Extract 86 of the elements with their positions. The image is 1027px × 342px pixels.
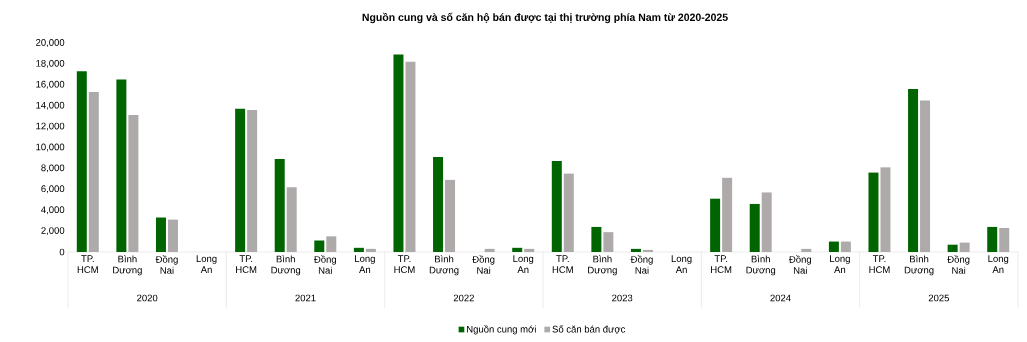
bar bbox=[76, 71, 87, 252]
bar bbox=[524, 248, 535, 252]
x-tick-label: Bình Dương bbox=[746, 255, 776, 276]
bar bbox=[167, 219, 178, 252]
bar bbox=[868, 172, 879, 252]
bar bbox=[433, 156, 444, 252]
x-tick-label: Bình Dương bbox=[429, 255, 459, 276]
text: 2021 bbox=[295, 294, 316, 302]
bar bbox=[155, 217, 166, 252]
x-tick-label: Đồng Nai bbox=[630, 255, 653, 274]
x-tick-label: Đồng Nai bbox=[155, 255, 178, 274]
text: 2024 bbox=[770, 294, 791, 302]
bar bbox=[512, 247, 523, 252]
bar bbox=[393, 54, 404, 252]
bar bbox=[828, 241, 839, 252]
bar bbox=[551, 161, 562, 252]
bar bbox=[880, 167, 891, 252]
x-tick-label: Bình Dương bbox=[113, 255, 142, 276]
x-tick-label: Long An bbox=[671, 255, 692, 273]
x-tick-label: Bình Dương bbox=[271, 255, 301, 276]
x-tick-label: Long An bbox=[830, 255, 850, 273]
y-tick-label: 16,000 bbox=[36, 80, 65, 89]
x-tick-label: TP. HCM bbox=[236, 255, 257, 273]
y-tick-label: 0 bbox=[59, 248, 65, 256]
bar bbox=[286, 187, 297, 252]
bar bbox=[563, 173, 574, 252]
y-tick-label: 14,000 bbox=[36, 101, 65, 110]
y-tick-label: 4,000 bbox=[41, 206, 65, 215]
bar bbox=[128, 115, 139, 252]
bar bbox=[987, 226, 998, 252]
x-tick-label: TP. HCM bbox=[77, 255, 98, 273]
bar bbox=[314, 240, 325, 252]
text: 2022 bbox=[453, 294, 474, 302]
y-tick-label: 12,000 bbox=[36, 122, 65, 131]
y-tick-label: 10,000 bbox=[36, 143, 65, 152]
x-tick-label: TP. HCM bbox=[394, 255, 415, 273]
bar bbox=[235, 108, 246, 252]
x-tick-label: Bình Dương bbox=[588, 255, 617, 276]
bar bbox=[920, 100, 931, 252]
bar bbox=[88, 92, 99, 252]
bar bbox=[247, 109, 258, 252]
bar bbox=[999, 227, 1010, 252]
y-tick-label: 6,000 bbox=[41, 185, 65, 194]
x-tick-label: Đồng Nai bbox=[472, 255, 495, 274]
x-tick-label: Long An bbox=[196, 255, 217, 273]
text: 2023 bbox=[612, 294, 633, 302]
x-tick-label: Đồng Nai bbox=[789, 255, 812, 274]
x-tick-label: TP. HCM bbox=[552, 255, 573, 273]
x-tick-label: Long An bbox=[988, 255, 1009, 273]
x-tick-label: Long An bbox=[513, 255, 534, 273]
y-tick-label: 18,000 bbox=[36, 59, 65, 68]
bar bbox=[326, 236, 337, 252]
bar bbox=[947, 244, 958, 252]
bar bbox=[642, 249, 653, 252]
bar bbox=[840, 241, 851, 252]
bar bbox=[591, 226, 602, 252]
bar bbox=[445, 179, 456, 252]
y-tick-label: 2,000 bbox=[41, 227, 65, 236]
text: 2020 bbox=[137, 294, 158, 302]
text: 2025 bbox=[928, 294, 950, 302]
bar bbox=[116, 79, 127, 252]
bar bbox=[722, 177, 733, 252]
bar bbox=[710, 198, 721, 252]
x-tick-label: TP. HCM bbox=[869, 255, 890, 273]
chart-title: Nguồn cung và số căn hộ bán được tại thị trường phía Nam từ 2020-2025 bbox=[362, 12, 728, 24]
bar bbox=[274, 159, 285, 252]
bar bbox=[603, 232, 614, 252]
x-tick-label: Đồng Nai bbox=[314, 255, 337, 274]
y-tick-label: 8,000 bbox=[41, 164, 65, 173]
bar bbox=[801, 248, 812, 252]
bar bbox=[405, 61, 416, 252]
y-tick-label: 20,000 bbox=[36, 39, 65, 47]
x-tick-label: Bình Dương bbox=[904, 255, 934, 276]
x-tick-label: Long An bbox=[355, 255, 375, 273]
bar bbox=[365, 248, 376, 252]
bar bbox=[630, 248, 641, 252]
bar bbox=[908, 88, 919, 252]
bar bbox=[959, 242, 970, 252]
bar bbox=[484, 248, 495, 252]
bar bbox=[353, 247, 364, 252]
x-tick-label: TP. HCM bbox=[711, 255, 732, 273]
x-tick-label: Đồng Nai bbox=[947, 255, 970, 274]
bar bbox=[749, 203, 760, 252]
legend-label: Nguồn cung mới bbox=[467, 325, 536, 335]
bar bbox=[761, 192, 772, 252]
legend-label: Số căn bán được bbox=[552, 325, 626, 334]
